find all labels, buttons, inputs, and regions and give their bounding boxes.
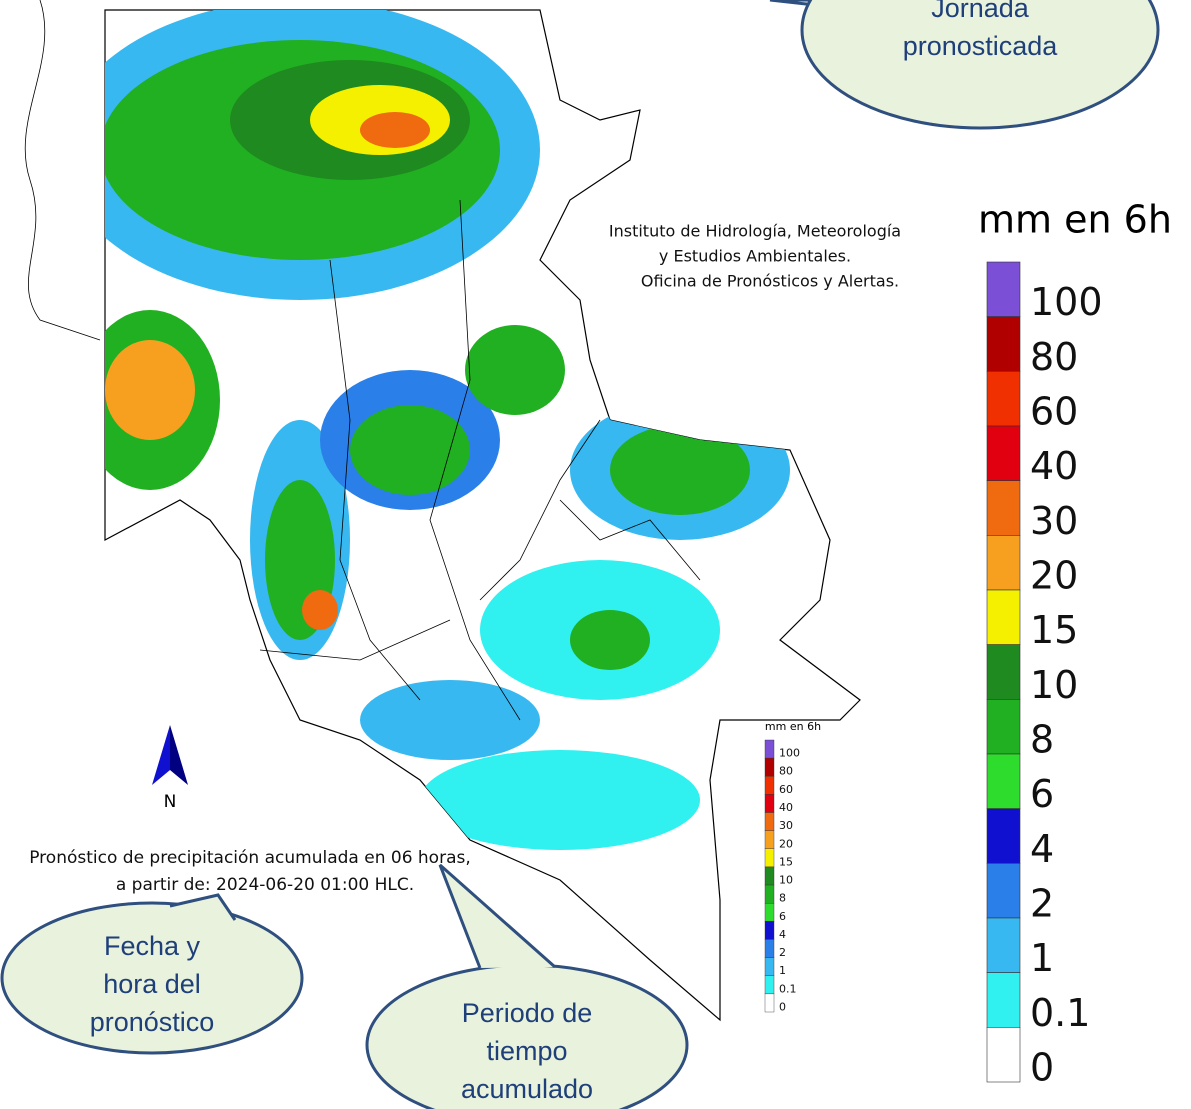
legend-swatch xyxy=(764,866,775,886)
legend-label: 60 xyxy=(779,783,793,796)
legend-swatch xyxy=(764,993,775,1013)
legend-label: 2 xyxy=(1030,881,1054,925)
legend-label: 4 xyxy=(779,928,786,941)
legend-label: 6 xyxy=(1030,772,1054,816)
legend-label: 20 xyxy=(1030,553,1078,597)
legend-swatch xyxy=(986,480,1021,536)
legend-label: 1 xyxy=(779,964,786,977)
legend-label: 40 xyxy=(779,801,793,814)
legend-swatch xyxy=(764,812,775,831)
legend: 100 80 60 40 30 20 15 10 8 6 4 2 1 0.1 0 xyxy=(986,261,1103,1089)
legend-swatch xyxy=(764,757,775,777)
legend-label: 100 xyxy=(1030,280,1103,324)
legend-label: 40 xyxy=(1030,444,1078,488)
legend-label: 20 xyxy=(779,837,793,850)
legend-swatch xyxy=(764,957,775,976)
callout-text: tiempo xyxy=(486,1036,567,1066)
legend-swatch xyxy=(986,316,1021,372)
legend-swatch xyxy=(986,644,1021,700)
institution-line: Instituto de Hidrología, Meteorología xyxy=(609,222,901,241)
legend-swatch xyxy=(986,371,1021,427)
legend-label: 60 xyxy=(1030,389,1078,433)
caption-line: Pronóstico de precipitación acumulada en… xyxy=(29,848,471,868)
legend-swatch xyxy=(986,863,1021,919)
north-arrow xyxy=(152,725,188,785)
small-legend-title: mm en 6h xyxy=(765,720,821,733)
legend-swatch xyxy=(986,535,1021,591)
callout-text: pronóstico xyxy=(90,1007,215,1037)
legend-swatch xyxy=(764,776,775,795)
legend-label: 100 xyxy=(779,747,800,760)
callout xyxy=(769,0,1160,130)
legend-label: 10 xyxy=(1030,663,1078,707)
legend-swatch xyxy=(764,884,775,904)
legend-label: 0 xyxy=(1030,1045,1054,1089)
institution-line: y Estudios Ambientales. xyxy=(659,247,851,266)
callout-text: Periodo de xyxy=(462,998,593,1028)
legend-swatch xyxy=(986,917,1021,973)
callout xyxy=(365,863,689,1109)
legend-label: 15 xyxy=(779,855,793,868)
legend-swatch xyxy=(986,753,1021,809)
legend-label: 80 xyxy=(779,765,793,778)
legend-swatch xyxy=(764,903,775,922)
legend-swatch xyxy=(764,794,775,813)
legend-swatch xyxy=(764,939,775,958)
north-label: N xyxy=(164,792,177,812)
legend-label: 1 xyxy=(1030,936,1054,980)
callout-text: Fecha y xyxy=(104,931,201,961)
legend-swatch xyxy=(986,261,1021,317)
callout-text: Jornada xyxy=(931,0,1030,23)
legend-swatch xyxy=(986,699,1021,755)
legend-swatch xyxy=(986,972,1021,1028)
legend-label: 30 xyxy=(1030,499,1078,543)
legend-title: mm en 6h xyxy=(978,198,1172,242)
legend-label: 8 xyxy=(779,892,786,905)
legend-swatch xyxy=(764,921,775,940)
callout-text: hora del xyxy=(103,969,201,999)
legend-swatch xyxy=(764,830,775,850)
legend-label: 0 xyxy=(779,1000,786,1013)
legend-swatch xyxy=(764,848,775,868)
legend-swatch xyxy=(986,1027,1021,1083)
legend-swatch xyxy=(986,808,1021,864)
legend-label: 2 xyxy=(779,946,786,959)
legend-swatch xyxy=(764,739,775,759)
legend-swatch xyxy=(764,975,775,995)
caption-line: a partir de: 2024-06-20 01:00 HLC. xyxy=(116,875,414,895)
legend-swatch xyxy=(986,589,1021,645)
legend-label: 0.1 xyxy=(779,982,797,995)
legend-label: 10 xyxy=(779,874,793,887)
legend-label: 0.1 xyxy=(1030,991,1090,1035)
legend-label: 8 xyxy=(1030,717,1054,761)
legend-label: 80 xyxy=(1030,335,1078,379)
legend-label: 4 xyxy=(1030,827,1054,871)
legend-label: 6 xyxy=(779,910,786,923)
small-legend: 100 80 60 40 30 20 15 10 8 6 4 2 1 0.1 0 xyxy=(764,739,800,1013)
callout-texts: Jornada pronosticada Fecha y hora del pronós… xyxy=(90,0,1059,1104)
callout-text: acumulado xyxy=(461,1074,593,1104)
institution-line: Oficina de Pronósticos y Alertas. xyxy=(641,272,899,291)
legend-label: 30 xyxy=(779,819,793,832)
callout xyxy=(0,893,304,1055)
callout-text: pronosticada xyxy=(903,31,1059,61)
legend-label: 15 xyxy=(1030,608,1078,652)
legend-swatch xyxy=(986,425,1021,481)
